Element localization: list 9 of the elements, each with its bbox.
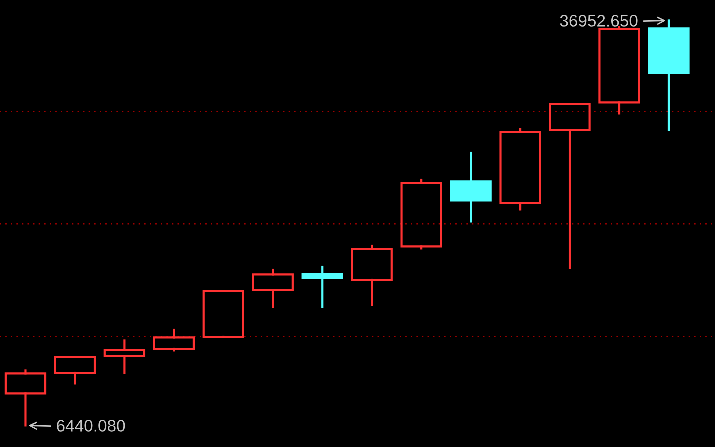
- candlestick: [400, 178, 442, 250]
- candlestick: [500, 128, 542, 211]
- candlestick: [450, 152, 492, 223]
- candlestick: [252, 268, 294, 308]
- candlestick: [302, 266, 344, 308]
- candlestick: [351, 244, 393, 306]
- annotation: 36952.650: [560, 15, 638, 27]
- annotation: 6440.080: [57, 420, 126, 432]
- candlestick: [104, 340, 146, 374]
